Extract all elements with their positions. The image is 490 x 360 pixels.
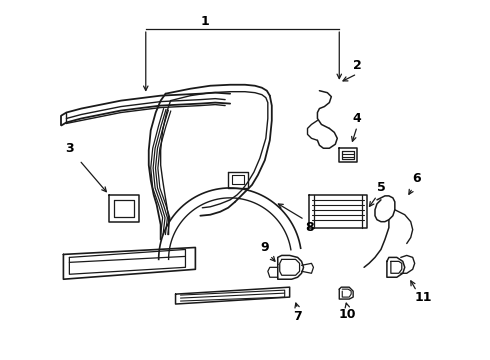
Text: 7: 7 [293, 310, 302, 323]
Text: 3: 3 [65, 142, 74, 155]
Text: 4: 4 [353, 112, 362, 125]
Text: 1: 1 [201, 15, 210, 28]
Text: 10: 10 [339, 309, 356, 321]
Text: 8: 8 [305, 221, 314, 234]
Text: 9: 9 [261, 241, 269, 254]
Text: 5: 5 [377, 181, 385, 194]
Text: 11: 11 [415, 291, 432, 303]
Text: 2: 2 [353, 59, 362, 72]
Text: 6: 6 [413, 171, 421, 185]
